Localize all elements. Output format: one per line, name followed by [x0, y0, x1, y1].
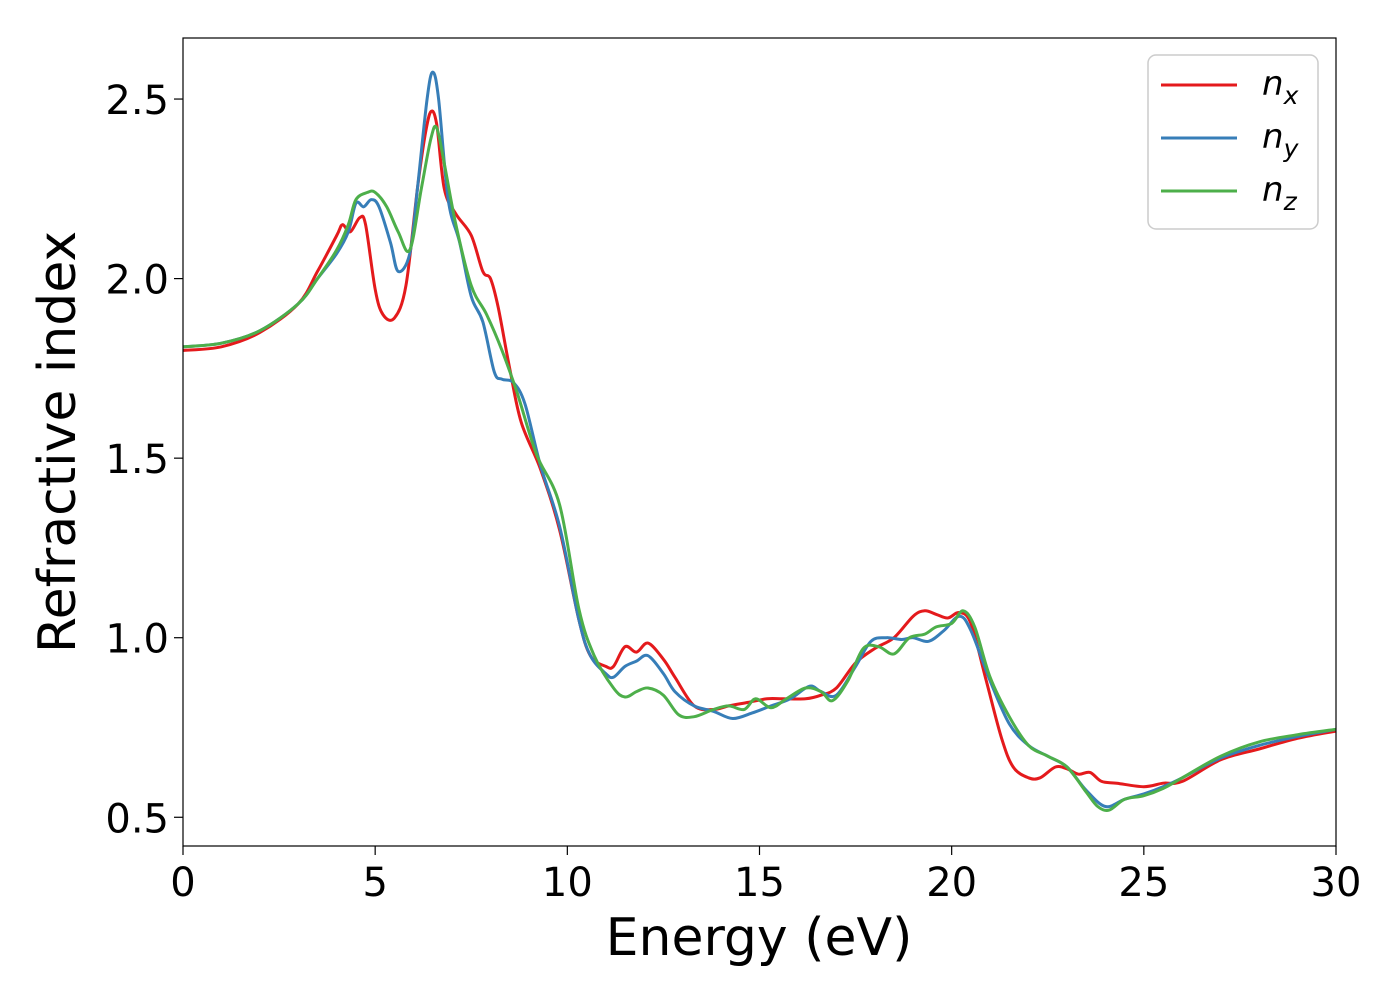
x-tick-label: 25 [1118, 860, 1169, 906]
x-axis-label: Energy (eV) [606, 908, 913, 968]
y-tick-label: 2.5 [105, 78, 169, 124]
legend-subscript: x [1283, 81, 1299, 110]
x-tick-label: 15 [734, 860, 785, 906]
series-line-nx [183, 109, 1336, 789]
y-tick-label: 1.0 [105, 617, 169, 663]
series-line-nz [183, 124, 1336, 812]
x-axis-ticks: 0 5 10 15 20 25 30 [170, 846, 1361, 906]
y-tick-label: 0.5 [105, 796, 169, 842]
plot-lines [183, 70, 1336, 812]
y-tick-label: 1.5 [105, 437, 169, 483]
x-tick-label: 5 [362, 860, 387, 906]
x-tick-label: 10 [542, 860, 593, 906]
y-axis-ticks: 0.5 1.0 1.5 2.0 2.5 [105, 78, 183, 842]
y-axis-label: Refractive index [28, 231, 88, 653]
legend-label-ny: ny [1262, 117, 1300, 163]
legend-box [1147, 54, 1319, 230]
legend-subscript: z [1283, 187, 1298, 216]
x-tick-label: 0 [170, 860, 195, 906]
x-tick-label: 30 [1311, 860, 1362, 906]
legend-label-nx: nx [1262, 64, 1299, 110]
legend-subscript: y [1283, 134, 1300, 163]
x-tick-label: 20 [926, 860, 977, 906]
y-tick-label: 2.0 [105, 258, 169, 304]
